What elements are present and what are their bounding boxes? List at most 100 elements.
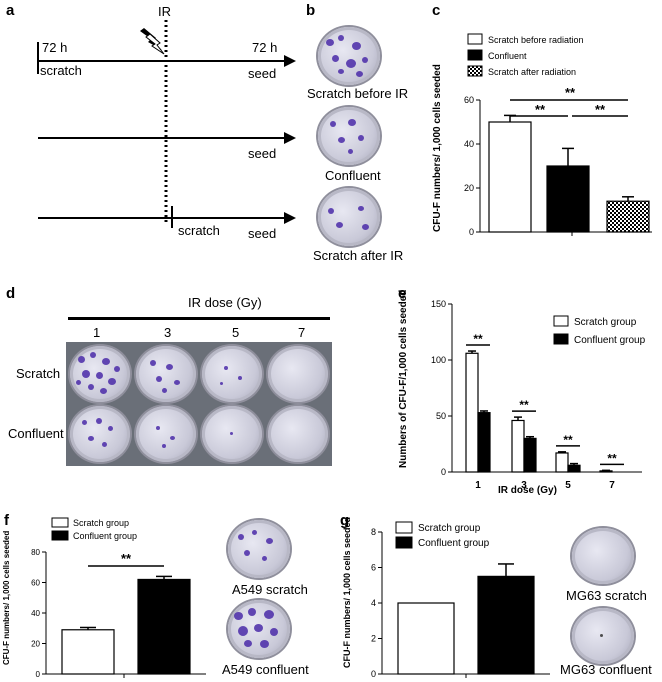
- y-tick-label: 40: [464, 139, 474, 149]
- bar-scratch-5: [555, 452, 569, 473]
- panel-c-letter: c: [432, 2, 441, 19]
- dish-scratch-5gy: [202, 346, 262, 402]
- legend-swatch: [51, 530, 69, 541]
- dish-mg63-confluent: [572, 608, 634, 664]
- x-tick-label: 3: [521, 480, 527, 491]
- legend-swatch: [553, 333, 569, 345]
- panel-a-letter: a: [6, 2, 15, 19]
- x-tick-label: 7: [609, 480, 615, 491]
- bar-confluent-5: [567, 464, 581, 473]
- chart-g: 0 2 4 6 8 Scratch group Confluent group: [371, 521, 550, 679]
- bar-3: [606, 200, 650, 233]
- dish-a549-confluent: [228, 600, 290, 658]
- left-time-label: 72 h: [42, 40, 68, 55]
- bar-2: [546, 165, 590, 233]
- label-scratch-after-ir: Scratch after IR: [313, 248, 404, 263]
- sig-marker: **: [473, 332, 483, 346]
- panel-b-letter: b: [306, 2, 316, 19]
- y-tick-label: 50: [436, 411, 446, 421]
- legend-swatch: [395, 536, 413, 549]
- legend-swatch: [395, 521, 413, 534]
- sig-marker-2: **: [535, 102, 546, 117]
- petri-dish-scratch-before: [318, 27, 380, 85]
- bar-confluent: [137, 578, 191, 675]
- y-tick-label: 40: [31, 609, 40, 618]
- legend-label: Confluent group: [418, 538, 490, 549]
- legend-label-2: Confluent: [488, 51, 527, 61]
- dish-confluent-5gy: [202, 406, 262, 462]
- dish-scratch-3gy: [136, 346, 196, 402]
- y-tick-label: 100: [431, 355, 446, 365]
- bar-confluent-3: [523, 437, 537, 473]
- bar-scratch-3: [511, 419, 525, 473]
- petri-dish-scratch-after: [318, 188, 380, 246]
- y-tick-label: 20: [464, 183, 474, 193]
- legend-label: Scratch group: [418, 523, 481, 534]
- sig-marker-1: **: [565, 85, 576, 100]
- legend-swatch-1: [467, 33, 483, 45]
- label-scratch-before-ir: Scratch before IR: [307, 86, 409, 101]
- row-label-scratch: Scratch: [16, 366, 61, 381]
- legend-swatch: [553, 315, 569, 327]
- dish-mg63-scratch: [572, 528, 634, 584]
- y-tick-label: 0: [371, 669, 376, 679]
- bar-scratch-1: [465, 352, 479, 473]
- chart-c-ylabel: CFU-F numbers/ 1,000 cells seeded: [432, 64, 443, 232]
- y-tick-label: 0: [469, 227, 474, 237]
- label-mg63-scratch: MG63 scratch: [566, 588, 647, 603]
- label-a549-confluent: A549 confluent: [222, 662, 309, 677]
- scratch-label-top: scratch: [40, 63, 82, 78]
- bar-scratch: [61, 629, 115, 675]
- chart-f-ylabel: CFU-F numbers/ 1,000 cells seeded: [2, 530, 11, 665]
- chart-e-xlabel: IR dose (Gy): [498, 485, 557, 496]
- x-tick-label: 5: [565, 480, 571, 491]
- dish-a549-scratch: [228, 520, 290, 578]
- panel-g-letter: g: [340, 512, 350, 529]
- dose-1: 1: [93, 325, 101, 340]
- y-tick-label: 80: [31, 548, 40, 557]
- ir-label: IR: [158, 4, 171, 19]
- y-tick-label: 6: [371, 563, 376, 573]
- legend-label: Scratch group: [574, 317, 637, 328]
- dose-5: 5: [232, 325, 240, 340]
- sig-marker-3: **: [595, 102, 606, 117]
- y-tick-label: 20: [31, 640, 40, 649]
- seed-label-1: seed: [248, 66, 277, 81]
- seed-label-3: seed: [248, 226, 277, 241]
- seed-label-2: seed: [248, 146, 277, 161]
- right-time-label: 72 h: [252, 40, 278, 55]
- petri-dish-confluent: [318, 107, 380, 165]
- legend-label-1: Scratch before radiation: [488, 35, 584, 45]
- dish-confluent-7gy: [268, 406, 328, 462]
- sig-marker: **: [607, 451, 617, 465]
- dish-scratch-1gy: [70, 346, 130, 402]
- panel-a-timeline: [37, 20, 296, 228]
- label-confluent: Confluent: [325, 168, 381, 183]
- panel-d-letter: d: [6, 285, 16, 302]
- sig-marker: **: [519, 398, 529, 412]
- y-tick-label: 150: [431, 299, 446, 309]
- legend-label: Confluent group: [574, 335, 646, 346]
- legend-label: Confluent group: [73, 531, 137, 541]
- chart-f: 0 20 40 60 80 ** Scratch group Confluent group: [31, 517, 206, 679]
- y-tick-label: 0: [36, 670, 41, 679]
- dish-confluent-3gy: [136, 406, 196, 462]
- panel-f-letter: f: [4, 512, 9, 529]
- dose-3: 3: [164, 325, 172, 340]
- sig-marker: **: [563, 433, 573, 447]
- chart-c: 0 20 40 60 ** ** ** Scratch before radiation Con…: [464, 33, 652, 237]
- bar-confluent-1: [477, 412, 491, 473]
- y-tick-label: 2: [371, 634, 376, 644]
- legend-swatch: [51, 517, 69, 528]
- ir-dose-title: IR dose (Gy): [188, 295, 262, 310]
- label-a549-scratch: A549 scratch: [232, 582, 308, 597]
- legend-label: Scratch group: [73, 518, 129, 528]
- panel-e-letter: e: [398, 285, 407, 302]
- dish-confluent-1gy: [70, 406, 130, 462]
- chart-e-ylabel: Numbers of CFU-F/1,000 cells seeded: [398, 289, 409, 468]
- bar-confluent: [477, 575, 535, 675]
- legend-swatch-2: [467, 49, 483, 61]
- dose-7: 7: [298, 325, 306, 340]
- y-tick-label: 8: [371, 527, 376, 537]
- sig-marker: **: [121, 551, 132, 566]
